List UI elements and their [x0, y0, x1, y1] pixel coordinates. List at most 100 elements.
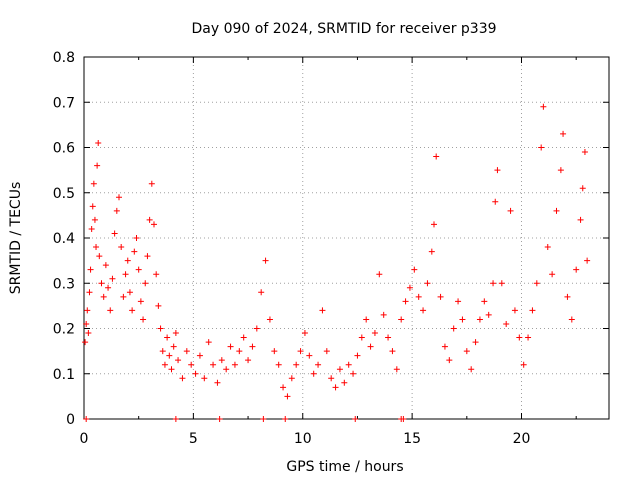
- data-point: [188, 361, 195, 368]
- data-point: [529, 307, 536, 314]
- data-point: [400, 416, 407, 422]
- data-point: [540, 103, 547, 110]
- data-point: [166, 352, 173, 359]
- data-point: [284, 393, 291, 400]
- data-point: [516, 334, 523, 341]
- y-tick-label: 0.8: [53, 50, 75, 66]
- data-point: [282, 416, 289, 422]
- data-point: [415, 293, 422, 300]
- data-point: [236, 348, 243, 355]
- data-point: [468, 366, 475, 373]
- data-point: [557, 167, 564, 174]
- data-point: [183, 348, 190, 355]
- data-point: [275, 361, 282, 368]
- data-point: [433, 153, 440, 160]
- data-point: [137, 298, 144, 305]
- data-point: [385, 334, 392, 341]
- data-point: [140, 316, 147, 323]
- data-point: [148, 180, 155, 187]
- data-point: [86, 289, 93, 296]
- data-point: [84, 307, 91, 314]
- data-point: [210, 361, 217, 368]
- data-point: [538, 144, 545, 151]
- data-point: [323, 348, 330, 355]
- data-point: [98, 280, 105, 287]
- data-point: [262, 257, 269, 264]
- data-point: [144, 253, 151, 260]
- data-point: [476, 316, 483, 323]
- data-point: [485, 311, 492, 318]
- data-point: [271, 348, 278, 355]
- data-point: [376, 271, 383, 278]
- data-point: [135, 266, 142, 273]
- y-axis-ticks: 0 0.1 0.2 0.3 0.4 0.5 0.6 0.7 0.8: [53, 50, 609, 428]
- data-point: [227, 343, 234, 350]
- data-point: [424, 280, 431, 287]
- data-point: [116, 194, 122, 201]
- data-point: [525, 334, 532, 341]
- data-point: [240, 334, 247, 341]
- data-point: [85, 330, 92, 337]
- data-point: [393, 366, 400, 373]
- y-tick-label: 0.6: [53, 141, 75, 157]
- data-point: [306, 352, 313, 359]
- data-point: [301, 330, 308, 337]
- data-point: [481, 298, 488, 305]
- data-point: [223, 366, 230, 373]
- data-point: [354, 352, 361, 359]
- data-point: [93, 244, 100, 251]
- data-point: [168, 366, 175, 373]
- x-tick-label: 0: [80, 431, 89, 447]
- data-point: [437, 293, 444, 300]
- chart-title: Day 090 of 2024, SRMTID for receiver p33…: [191, 21, 496, 37]
- data-point: [161, 361, 168, 368]
- data-point: [151, 221, 157, 228]
- data-point: [492, 198, 499, 205]
- data-point: [253, 325, 260, 332]
- data-point: [205, 339, 212, 346]
- data-point: [159, 348, 166, 355]
- data-point: [129, 307, 136, 314]
- data-point: [122, 271, 129, 278]
- x-tick-label: 20: [513, 431, 531, 447]
- data-point: [88, 225, 95, 232]
- data-point: [490, 280, 497, 287]
- y-tick-label: 0.5: [53, 186, 75, 202]
- data-point: [172, 416, 179, 422]
- data-point: [96, 253, 103, 260]
- data-point: [95, 139, 102, 146]
- data-point: [584, 257, 591, 264]
- data-point: [266, 316, 273, 323]
- data-point: [175, 357, 182, 364]
- data-point: [544, 244, 551, 251]
- data-point: [549, 271, 556, 278]
- y-tick-label: 0.2: [53, 322, 75, 338]
- data-point: [249, 343, 256, 350]
- y-tick-label: 0.3: [53, 276, 75, 292]
- y-tick-label: 0.4: [53, 231, 75, 247]
- data-point: [332, 384, 339, 391]
- data-point: [100, 293, 107, 300]
- data-point: [345, 361, 352, 368]
- data-point: [358, 334, 365, 341]
- x-axis-ticks: 0 5 10 15 20: [80, 57, 577, 447]
- data-point: [90, 180, 97, 187]
- data-point: [297, 348, 304, 355]
- data-point: [170, 343, 177, 350]
- data-point: [105, 284, 112, 291]
- data-point: [494, 167, 501, 174]
- data-point: [406, 284, 413, 291]
- data-point: [503, 320, 510, 327]
- data-point: [91, 216, 98, 223]
- data-point: [411, 266, 418, 273]
- data-point: [172, 330, 179, 337]
- data-point: [450, 325, 457, 332]
- data-point: [363, 316, 370, 323]
- y-axis-title: SRMTID / TECUs: [8, 182, 24, 295]
- data-point: [214, 379, 221, 386]
- data-point: [142, 280, 149, 287]
- data-point: [455, 298, 462, 305]
- data-point: [389, 348, 396, 355]
- data-point: [398, 316, 405, 323]
